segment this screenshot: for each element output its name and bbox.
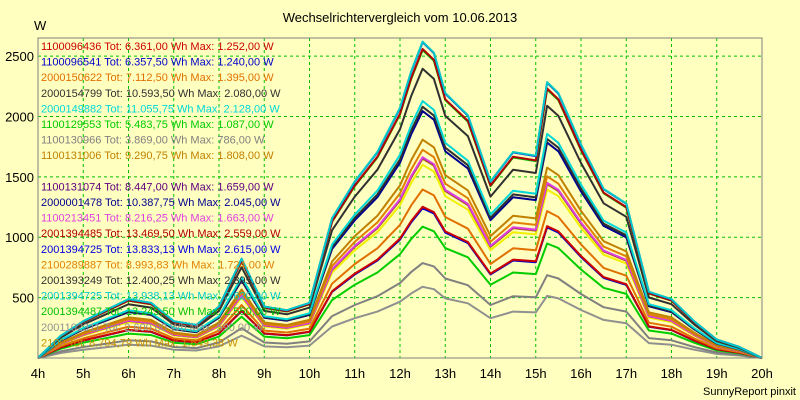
legend-entry: 2000150622 Tot: 7.112,50 Wh Max: 1.395,0… [41, 72, 274, 84]
legend-entry: 1100129553 Tot: 5.483,75 Wh Max: 1.087,0… [41, 119, 274, 131]
tick-labels: 4h 5h 6h 7h 8h 9h 10h 11h 12h 13h 14h 15h 16h 17h 18h 1… [5, 49, 773, 381]
legend-entry: 2001394487 Tot: 13.245,50 Wh Max: 2.550,… [41, 306, 281, 318]
x-tick-label: 9h [257, 366, 271, 381]
series-line [37, 138, 763, 359]
x-tick-label: 6h [121, 366, 135, 381]
x-tick-label: 11h [344, 366, 365, 381]
y-tick-label: 1000 [5, 230, 34, 245]
legend-entry: 1100096436 Tot: 6.361,00 Wh Max: 1.252,0… [41, 41, 274, 53]
legend-entry: 1100130966 Tot: 3.869,00 Wh Max: 786,00 … [41, 135, 265, 147]
plot-frame [37, 37, 763, 359]
x-tick-label: 14h [480, 366, 502, 381]
legend-entry: 2001394725 Tot: 13.833,13 Wh Max: 2.615,… [41, 244, 281, 256]
x-tick-label: 8h [212, 366, 226, 381]
series-line [37, 262, 763, 359]
x-tick-label: 19h [706, 366, 728, 381]
y-axis-label: W [34, 18, 47, 33]
legend-entry: 1100131074 Tot: 8.447,00 Wh Max: 1.659,0… [41, 181, 274, 193]
x-tick-label: 5h [76, 366, 90, 381]
y-tick-label: 500 [12, 291, 34, 306]
x-tick-label: 15h [525, 366, 547, 381]
x-tick-label: 13h [434, 366, 456, 381]
series-line [37, 225, 763, 359]
footer-credit: SunnyReport pinxit [703, 386, 796, 398]
legend-entry: 2000001478 Tot: 10.387,75 Wh Max: 2.045,… [41, 197, 281, 209]
legend-entry: 2001102311 Tot: 2.600,00 Wh Max: 590,00 … [41, 322, 264, 334]
x-tick-label: 16h [570, 366, 592, 381]
legend: 1100096436 Tot: 6.361,00 Wh Max: 1.252,0… [41, 41, 281, 349]
y-tick-label: 2000 [5, 109, 34, 124]
series-lines [37, 40, 763, 359]
legend-entry: 2001394485 Tot: 13.469,50 Wh Max: 2.559,… [41, 228, 281, 240]
legend-entry: 1100096541 Tot: 6.357,50 Wh Max: 1.240,0… [41, 57, 274, 69]
y-tick-label: 2500 [5, 49, 34, 64]
legend-entry: 2100289887 Tot: 8.993,83 Wh Max: 1.724,0… [41, 259, 275, 271]
series-line [37, 285, 763, 359]
legend-entry: 1100213451 Tot: 8.216,25 Wh Max: 1.663,0… [41, 213, 274, 225]
series-line [37, 67, 763, 359]
legend-entry: 2001393249 Tot: 12.400,25 Wh Max: 2.395,… [41, 275, 281, 287]
series-line [37, 40, 763, 359]
x-tick-label: 7h [167, 366, 181, 381]
series-line [37, 100, 763, 359]
x-tick-label: 12h [389, 366, 411, 381]
x-tick-label: 10h [299, 366, 321, 381]
axes [37, 37, 763, 359]
legend-entry: 2000149882 Tot: 11.055,75 Wh Max: 2.128,… [41, 103, 280, 115]
series-line [37, 205, 763, 359]
x-tick-label: 18h [661, 366, 683, 381]
series-line [37, 188, 763, 359]
legend-entry: 2001394725 Tot: 13.938,13 Wh Max: 2.620,… [41, 291, 281, 303]
legend-entry: 2000154799 Tot: 10.593,50 Wh Max: 2.080,… [41, 88, 281, 100]
legend-entry: 1100131006 Tot: 9.290,75 Wh Max: 1.808,0… [41, 150, 274, 162]
y-tick-label: 1500 [5, 170, 34, 185]
x-tick-label: 17h [615, 366, 637, 381]
chart-title: Wechselrichtervergleich vom 10.06.2013 [283, 10, 518, 25]
legend-entry: 2100 Tot: 8.794,79 Wh Max: 1.649,38 W [41, 337, 238, 349]
x-tick-label: 4h [31, 366, 45, 381]
x-tick-label: 20h [751, 366, 773, 381]
series-line [37, 148, 763, 359]
